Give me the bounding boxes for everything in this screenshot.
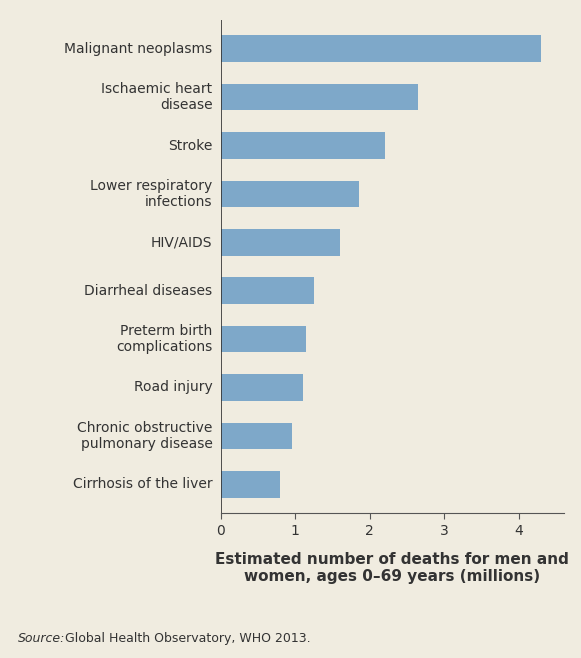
Bar — [221, 326, 307, 353]
Bar — [221, 180, 358, 207]
X-axis label: Estimated number of deaths for men and
women, ages 0–69 years (millions): Estimated number of deaths for men and w… — [215, 551, 569, 584]
Text: Source:: Source: — [17, 632, 65, 645]
Bar — [221, 471, 281, 497]
Bar — [221, 36, 541, 62]
Text: Global Health Observatory, WHO 2013.: Global Health Observatory, WHO 2013. — [61, 632, 311, 645]
Bar — [221, 132, 385, 159]
Bar — [221, 422, 292, 449]
Bar — [221, 84, 418, 111]
Bar — [221, 278, 314, 304]
Bar — [221, 374, 303, 401]
Bar — [221, 229, 340, 255]
